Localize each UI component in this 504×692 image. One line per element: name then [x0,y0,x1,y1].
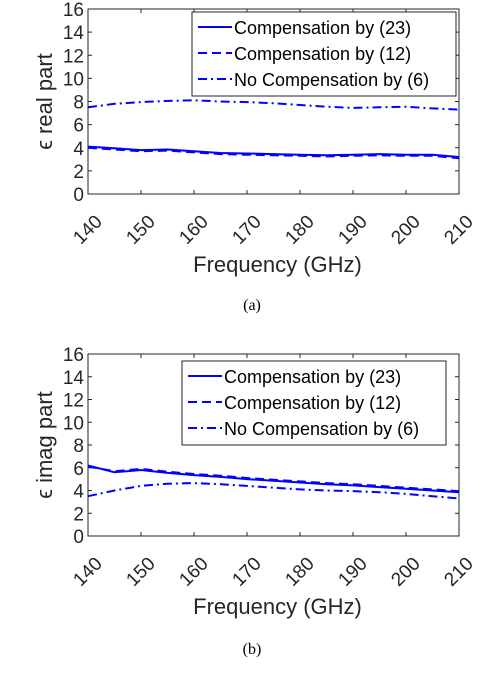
legend-1: Compensation by (23) Compensation by (12)… [181,360,447,446]
legend-entry: Compensation by (12) [224,393,401,413]
x-tick-label: 150 [122,553,159,590]
y-tick-label: 16 [63,345,84,366]
y-axis-label: ϵ imag part [32,391,57,499]
legend-entry: No Compensation by (6) [224,419,419,439]
series-line-1 [87,465,460,493]
y-tick-label: 2 [73,162,84,183]
x-tick-label: 160 [175,211,212,248]
y-tick-label: 10 [63,413,84,434]
x-axis-label: Frequency (GHz) [193,252,362,277]
legend-entry: No Compensation by (6) [234,70,429,90]
x-tick-label: 200 [387,553,424,590]
y-tick-label: 8 [73,93,84,114]
x-tick-label: 140 [69,553,106,590]
series-line-0 [87,145,460,158]
legend-box [191,11,457,97]
x-tick-label: 160 [175,553,212,590]
y-tick-label: 14 [63,368,85,389]
y-tick-label: 4 [73,482,84,503]
x-tick-label: 210 [440,553,477,590]
y-tick-label: 16 [63,0,84,21]
y-axis-label: ϵ real part [32,53,57,150]
x-tick-label: 170 [228,211,265,248]
panel-caption: (b) [243,641,262,658]
x-tick-label: 170 [228,553,265,590]
y-tick-label: 10 [63,69,84,90]
y-tick-label: 6 [73,459,84,480]
panel-caption: (a) [243,297,261,314]
y-tick-label: 12 [63,391,84,412]
series-line-2 [87,482,460,500]
legend-0: Compensation by (23) Compensation by (12)… [191,11,457,97]
y-tick-label: 4 [73,139,84,160]
legend-box [181,360,447,446]
x-axis-label: Frequency (GHz) [193,594,362,619]
y-tick-label: 8 [73,436,84,457]
x-tick-label: 190 [334,211,371,248]
x-tick-label: 140 [69,211,106,248]
legend-entry: Compensation by (23) [234,18,411,38]
x-tick-label: 150 [122,211,159,248]
y-tick-label: 6 [73,116,84,137]
series-line-1 [87,146,460,160]
y-tick-label: 14 [63,23,85,44]
x-tick-label: 210 [440,211,477,248]
legend-entry: Compensation by (12) [234,44,411,64]
y-tick-label: 0 [73,185,84,206]
y-tick-label: 12 [63,46,84,67]
x-tick-label: 190 [334,553,371,590]
x-tick-label: 180 [281,211,318,248]
legend-entry: Compensation by (23) [224,367,401,387]
series-line-2 [87,99,460,111]
y-tick-label: 2 [73,504,84,525]
x-tick-label: 180 [281,553,318,590]
x-tick-label: 200 [387,211,424,248]
y-tick-label: 0 [73,527,84,548]
series-line-0 [87,464,460,494]
